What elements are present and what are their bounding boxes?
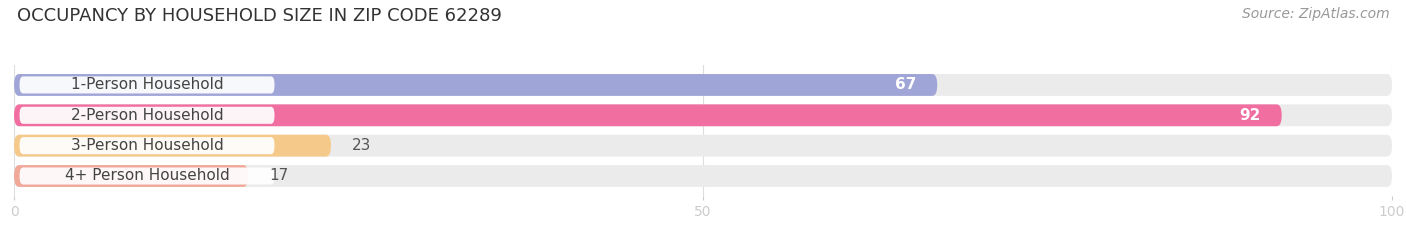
Text: 92: 92 [1240, 108, 1261, 123]
FancyBboxPatch shape [14, 104, 1392, 126]
Text: 2-Person Household: 2-Person Household [70, 108, 224, 123]
Text: 3-Person Household: 3-Person Household [70, 138, 224, 153]
FancyBboxPatch shape [14, 104, 1282, 126]
Text: 4+ Person Household: 4+ Person Household [65, 168, 229, 184]
Text: 17: 17 [269, 168, 288, 184]
FancyBboxPatch shape [20, 168, 274, 185]
FancyBboxPatch shape [20, 137, 274, 154]
Text: Source: ZipAtlas.com: Source: ZipAtlas.com [1241, 7, 1389, 21]
FancyBboxPatch shape [14, 74, 938, 96]
FancyBboxPatch shape [14, 74, 1392, 96]
Text: OCCUPANCY BY HOUSEHOLD SIZE IN ZIP CODE 62289: OCCUPANCY BY HOUSEHOLD SIZE IN ZIP CODE … [17, 7, 502, 25]
FancyBboxPatch shape [20, 76, 274, 93]
FancyBboxPatch shape [14, 165, 1392, 187]
FancyBboxPatch shape [14, 135, 1392, 157]
Text: 23: 23 [352, 138, 371, 153]
FancyBboxPatch shape [20, 107, 274, 124]
Text: 67: 67 [896, 77, 917, 93]
FancyBboxPatch shape [14, 165, 249, 187]
FancyBboxPatch shape [14, 135, 330, 157]
Text: 1-Person Household: 1-Person Household [70, 77, 224, 93]
